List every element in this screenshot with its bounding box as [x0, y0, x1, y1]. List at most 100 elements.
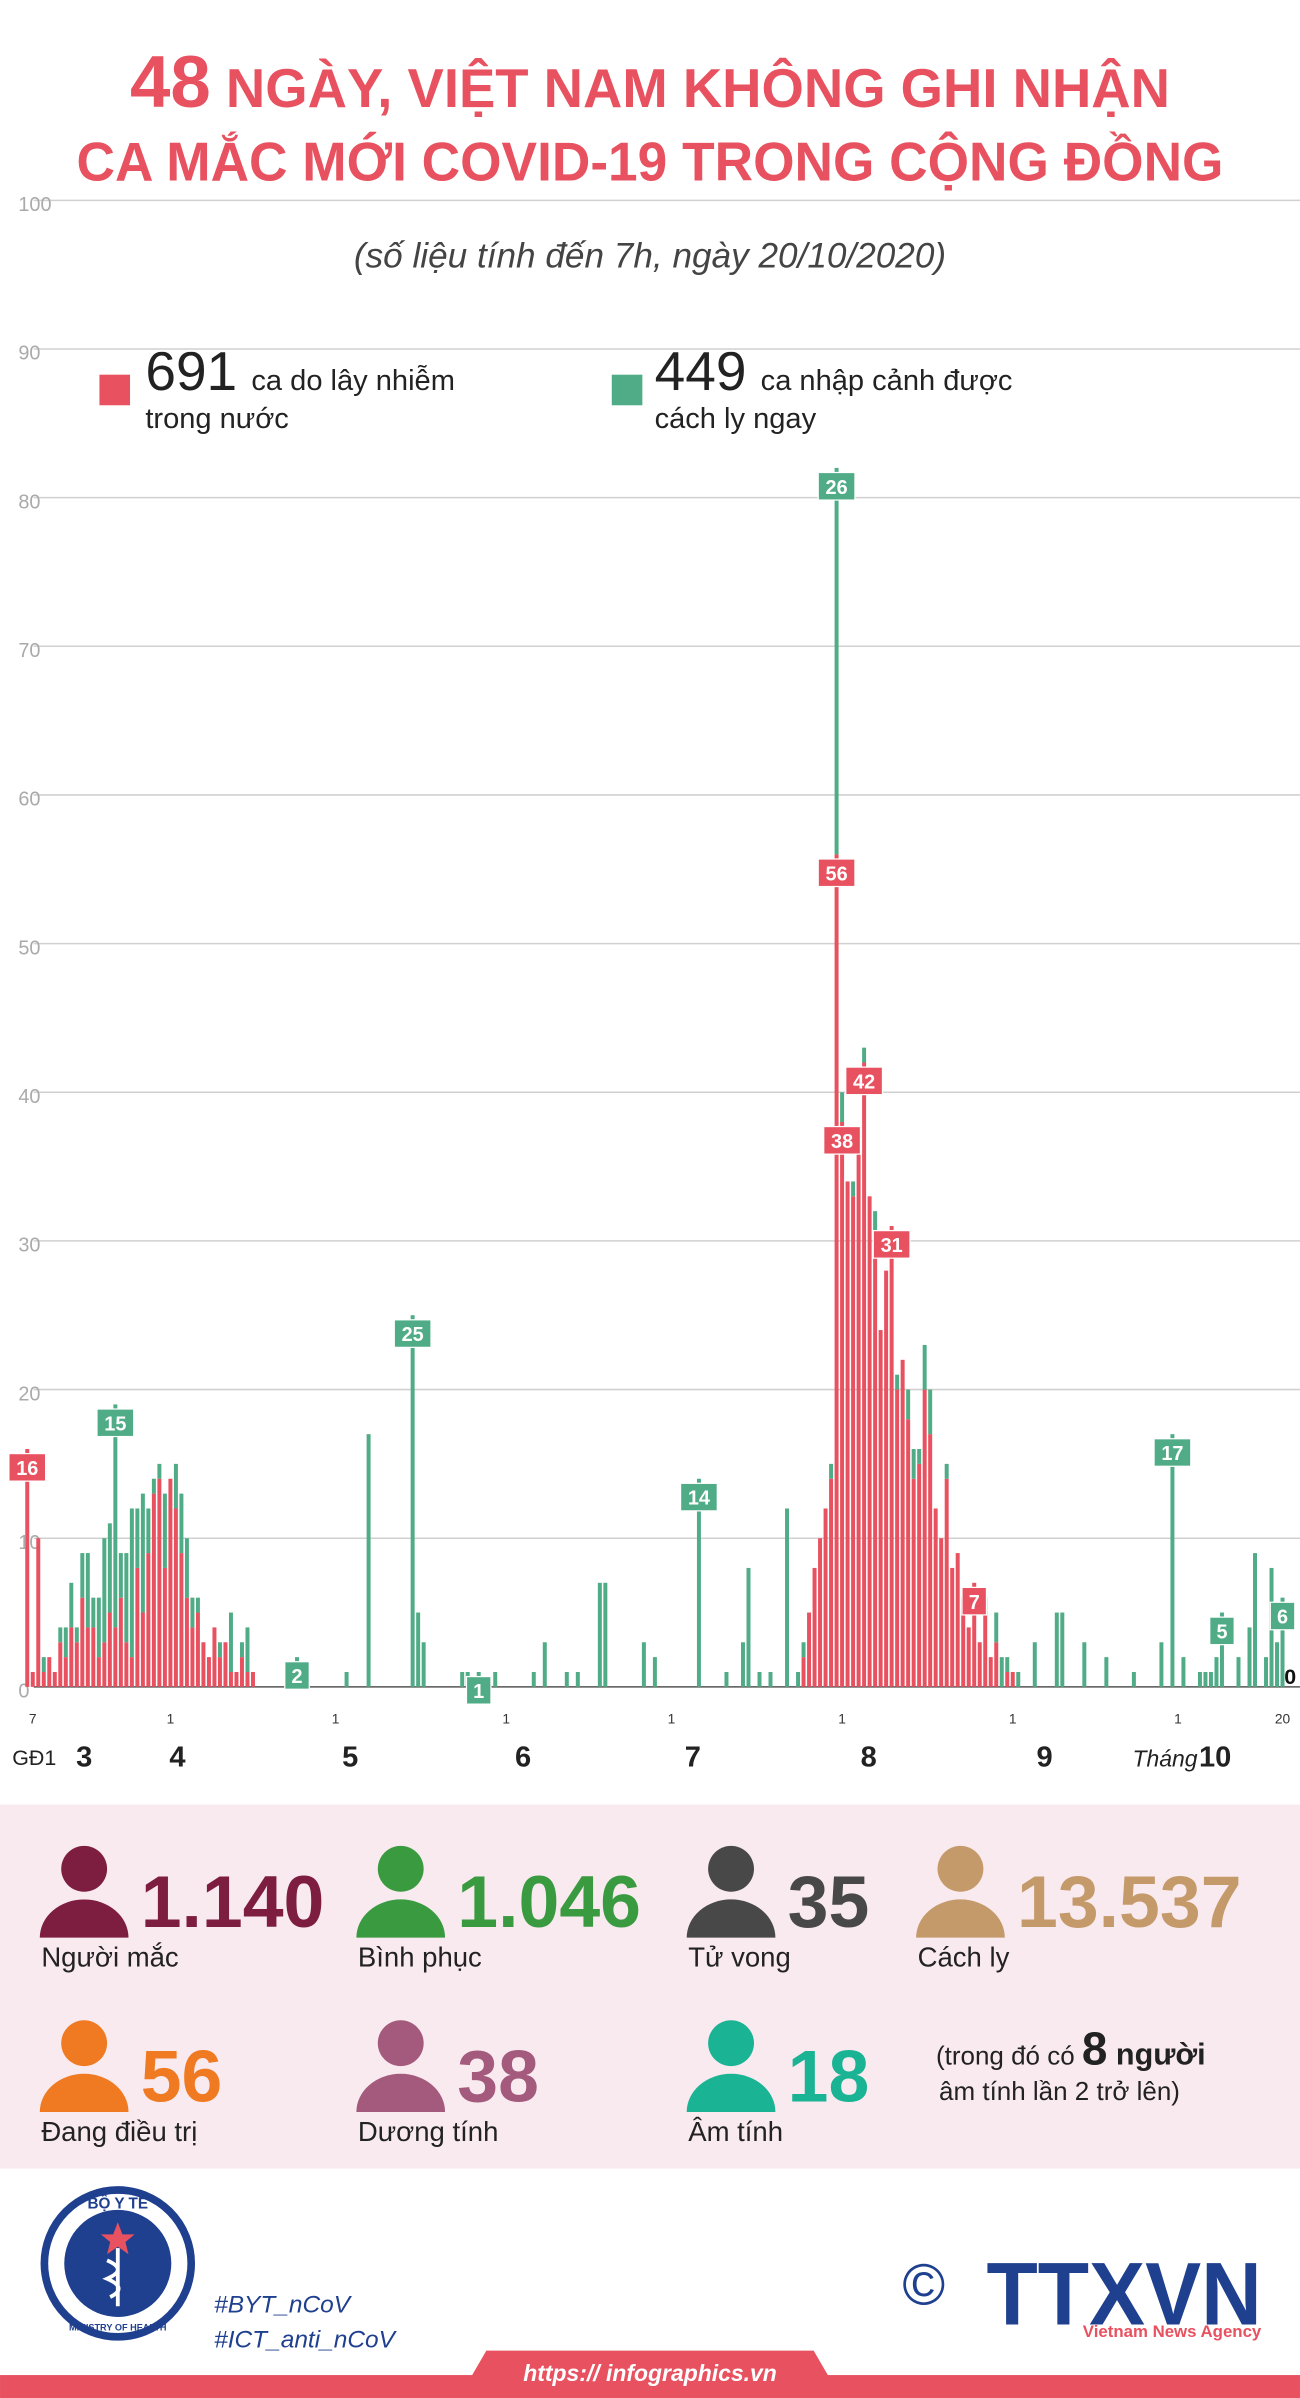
note-text: (trong đó có: [936, 2041, 1082, 2071]
bar-segment: [999, 1657, 1004, 1687]
bar-segment: [944, 1478, 949, 1687]
bar-segment: [239, 1642, 244, 1658]
bar-segment: [146, 1553, 151, 1687]
url: https:// infographics.vn: [523, 2360, 777, 2386]
bar-segment: [696, 1478, 701, 1687]
bar-segment: [757, 1671, 762, 1687]
data-label: 25: [402, 1324, 424, 1346]
person-body: [356, 1899, 446, 1938]
phase-label: GĐ1: [12, 1746, 56, 1770]
person-head: [61, 1845, 108, 1892]
data-label: 2: [291, 1666, 302, 1688]
bar-segment: [41, 1671, 46, 1687]
bar-segment: [118, 1597, 123, 1687]
bar-segment: [234, 1671, 239, 1687]
bar-segment: [1032, 1642, 1037, 1687]
data-label: 16: [16, 1458, 38, 1480]
data-label-box: [823, 1125, 862, 1155]
bar-segment: [140, 1612, 145, 1687]
footer-tab: [458, 2350, 842, 2398]
hashtag: #ICT_anti_nCoV: [214, 2327, 397, 2354]
bar-segment: [746, 1567, 751, 1687]
bar-segment: [922, 1344, 927, 1390]
bar-segment: [80, 1597, 85, 1687]
data-label-box: [96, 1408, 135, 1438]
person-body: [916, 1899, 1005, 1938]
bar-segment: [245, 1627, 250, 1672]
bar-segment: [922, 1389, 927, 1687]
stat-label: Bình phục: [358, 1942, 482, 1973]
bar-segment: [69, 1627, 74, 1687]
bar-segment: [641, 1642, 646, 1687]
bar-segment: [460, 1671, 465, 1687]
bar-segment: [124, 1642, 129, 1687]
logo-star: [100, 2222, 135, 2255]
person-head: [377, 1845, 424, 1892]
data-label-box: [817, 471, 856, 501]
data-label: 38: [831, 1131, 853, 1153]
month-label: 4: [169, 1741, 185, 1773]
person-head: [708, 1845, 754, 1892]
bar-segment: [184, 1538, 189, 1598]
bars: [25, 467, 1285, 1687]
bar-segment: [1131, 1671, 1136, 1687]
bar-segment: [493, 1671, 498, 1687]
data-label: 6: [1277, 1607, 1288, 1629]
bar-segment: [30, 1671, 35, 1687]
bar-segment: [564, 1671, 569, 1687]
bar-segment: [603, 1582, 608, 1687]
bar-segment: [950, 1567, 955, 1687]
x-tick-label: 1: [838, 1712, 846, 1727]
x-tick-label: 20: [1275, 1712, 1291, 1727]
legend-label: ca do lây nhiễm trong nước: [145, 365, 455, 436]
legend-swatch: [611, 374, 643, 406]
bar-segment: [74, 1642, 79, 1687]
stat-label: Người mắc: [41, 1942, 179, 1973]
month-label: 9: [1036, 1741, 1052, 1773]
bar-segment: [228, 1671, 233, 1687]
data-label-box: [679, 1482, 718, 1512]
bar-segment: [1280, 1597, 1285, 1687]
bar-segment: [157, 1463, 162, 1479]
bar-segment: [801, 1657, 806, 1687]
bar-segment: [994, 1612, 999, 1643]
bar-segment: [1016, 1671, 1021, 1687]
month-label: 10: [1199, 1741, 1231, 1773]
bar-segment: [58, 1642, 63, 1687]
title-text: NGÀY, VIỆT NAM KHÔNG GHI NHẬN: [226, 57, 1170, 119]
bar-segment: [933, 1508, 938, 1687]
bar-segment: [239, 1657, 244, 1687]
bar-segment: [818, 1538, 823, 1687]
bar-segment: [102, 1642, 107, 1687]
bar-segment: [652, 1657, 657, 1687]
bar-segment: [845, 1181, 850, 1687]
data-label: 14: [688, 1488, 710, 1510]
bar-segment: [179, 1553, 184, 1687]
person-head: [377, 2020, 424, 2067]
bar-segment: [900, 1359, 905, 1687]
bar-segment: [1104, 1657, 1109, 1687]
data-label-box: [465, 1675, 492, 1705]
bar-segment: [63, 1657, 68, 1687]
bar-segment: [129, 1657, 134, 1687]
legend-entry: 449 ca nhập cảnh được cách ly ngay: [655, 352, 1013, 436]
bar-segment: [575, 1671, 580, 1687]
bar-segment: [195, 1612, 200, 1687]
bar-segment: [867, 1196, 872, 1687]
bar-segment: [146, 1508, 151, 1554]
stat-value: 38: [457, 2035, 539, 2117]
bar-segment: [911, 1478, 916, 1687]
bar-segment: [91, 1627, 96, 1687]
bar-segment: [983, 1612, 988, 1687]
bar-segment: [906, 1389, 911, 1420]
bar-segment: [917, 1449, 922, 1464]
bar-segment: [1054, 1612, 1059, 1687]
bar-segment: [1170, 1434, 1175, 1687]
legend-text: 691 ca do lây nhiễm trong nước: [145, 352, 504, 439]
data-label: 42: [853, 1072, 875, 1094]
bar-segment: [928, 1434, 933, 1687]
bar-segment: [1236, 1657, 1241, 1687]
bar-segment: [217, 1642, 222, 1658]
